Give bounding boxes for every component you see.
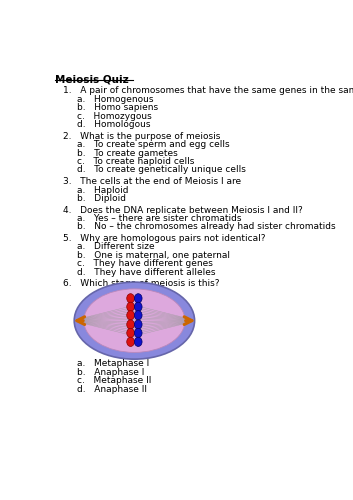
Text: 2.   What is the purpose of meiosis: 2. What is the purpose of meiosis [63, 132, 221, 140]
Text: a.   Metaphase I: a. Metaphase I [77, 359, 149, 368]
Text: c.   To create haploid cells: c. To create haploid cells [77, 157, 195, 166]
Ellipse shape [127, 337, 134, 346]
Ellipse shape [127, 310, 134, 320]
Text: 6.   Which stage of meiosis is this?: 6. Which stage of meiosis is this? [63, 280, 220, 288]
Text: 5.   Why are homologous pairs not identical?: 5. Why are homologous pairs not identica… [63, 234, 266, 243]
Text: c.   Metaphase II: c. Metaphase II [77, 376, 151, 385]
Ellipse shape [134, 320, 142, 329]
Text: c.   They have different genes: c. They have different genes [77, 260, 213, 268]
Ellipse shape [134, 337, 142, 346]
Ellipse shape [127, 328, 134, 338]
Text: 1.   A pair of chromosomes that have the same genes in the same order are: 1. A pair of chromosomes that have the s… [63, 86, 353, 95]
Text: c.   Homozygous: c. Homozygous [77, 112, 152, 120]
Ellipse shape [127, 320, 134, 329]
Text: b.   One is maternal, one paternal: b. One is maternal, one paternal [77, 251, 230, 260]
Text: a.   Different size: a. Different size [77, 242, 155, 252]
Text: b.   No – the chromosomes already had sister chromatids: b. No – the chromosomes already had sist… [77, 222, 336, 232]
Text: d.   Anaphase II: d. Anaphase II [77, 384, 147, 394]
Ellipse shape [134, 310, 142, 320]
Ellipse shape [127, 294, 134, 303]
Ellipse shape [134, 328, 142, 338]
Text: a.   To create sperm and egg cells: a. To create sperm and egg cells [77, 140, 229, 149]
Text: a.   Yes – there are sister chromatids: a. Yes – there are sister chromatids [77, 214, 241, 223]
Text: d.   Homologous: d. Homologous [77, 120, 150, 129]
Text: 4.   Does the DNA replicate between Meiosis I and II?: 4. Does the DNA replicate between Meiosi… [63, 206, 303, 214]
Text: 3.   The cells at the end of Meiosis I are: 3. The cells at the end of Meiosis I are [63, 177, 241, 186]
Ellipse shape [74, 282, 195, 359]
Text: b.   Anaphase I: b. Anaphase I [77, 368, 144, 376]
Text: d.   They have different alleles: d. They have different alleles [77, 268, 215, 277]
Text: b.   Diploid: b. Diploid [77, 194, 126, 203]
Ellipse shape [84, 289, 185, 352]
Text: b.   To create gametes: b. To create gametes [77, 148, 178, 158]
Text: Meiosis Quiz: Meiosis Quiz [55, 74, 129, 85]
Text: d.   To create genetically unique cells: d. To create genetically unique cells [77, 166, 246, 174]
Ellipse shape [134, 294, 142, 303]
Ellipse shape [134, 302, 142, 312]
Ellipse shape [127, 302, 134, 312]
Text: b.   Homo sapiens: b. Homo sapiens [77, 103, 158, 112]
Text: a.   Haploid: a. Haploid [77, 186, 128, 194]
Text: a.   Homogenous: a. Homogenous [77, 94, 154, 104]
